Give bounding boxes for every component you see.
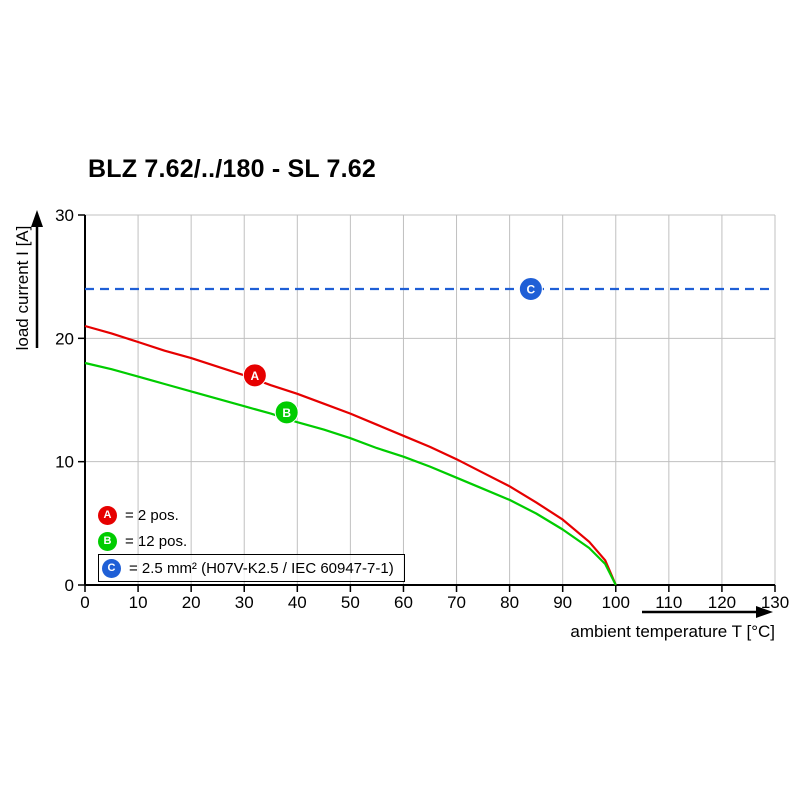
x-tick-label: 50 — [341, 593, 360, 612]
y-tick-label: 10 — [55, 453, 74, 472]
x-tick-label: 20 — [182, 593, 201, 612]
chart-title: BLZ 7.62/../180 - SL 7.62 — [88, 155, 377, 183]
x-tick-label: 120 — [708, 593, 736, 612]
legend-marker-b-icon: B — [98, 531, 117, 551]
legend-label-b: = 12 pos. — [125, 532, 188, 550]
y-tick-label: 20 — [55, 329, 74, 348]
legend-label-a: = 2 pos. — [125, 506, 179, 524]
grid-layer — [85, 214, 776, 585]
curve-marker-A-label: A — [251, 369, 260, 383]
curve-B — [84, 361, 617, 586]
legend-label-c: = 2.5 mm² (H07V-K2.5 / IEC 60947-7-1) — [129, 559, 394, 577]
legend-item-c: C = 2.5 mm² (H07V-K2.5 / IEC 60947-7-1) — [98, 554, 405, 582]
marker-layer: A B C — [242, 277, 543, 425]
series-layer — [84, 287, 775, 586]
x-axis-label: ambient temperature T [°C] — [570, 622, 775, 641]
y-tick-label: 30 — [55, 206, 74, 225]
legend-item-b: B = 12 pos. — [98, 528, 405, 554]
x-tick-label: 110 — [655, 593, 682, 612]
curve-marker-B-icon — [274, 400, 299, 425]
x-axis-arrow — [642, 606, 773, 618]
legend-marker-a-icon: A — [98, 505, 117, 525]
x-tick-label: 0 — [80, 593, 89, 612]
x-tick-label: 130 — [761, 593, 789, 612]
curve-marker-A-icon — [242, 363, 267, 388]
x-tick-label: 70 — [447, 593, 466, 612]
x-tick-label: 60 — [394, 593, 413, 612]
y-axis-arrow — [31, 210, 43, 348]
x-tick-label: 80 — [500, 593, 519, 612]
curve-marker-C-icon — [518, 277, 543, 301]
curve-marker-B-label: B — [282, 406, 291, 420]
x-tick-label: 10 — [129, 593, 148, 612]
legend-marker-c-icon: C — [102, 558, 121, 578]
x-tick-label: 100 — [602, 593, 630, 612]
y-tick-label: 0 — [65, 576, 74, 595]
curve-A — [84, 324, 617, 586]
axes-layer: 0 10 20 30 40 50 60 70 80 90 100 110 120 130 0 10 20 30 — [55, 206, 789, 612]
legend-item-a: A = 2 pos. — [98, 502, 405, 528]
chart-legend: A = 2 pos. B = 12 pos. C = 2.5 mm² (H07V… — [98, 502, 405, 582]
x-tick-label: 30 — [235, 593, 254, 612]
x-tick-label: 40 — [288, 593, 307, 612]
curve-marker-C-label: C — [527, 283, 536, 297]
x-tick-label: 90 — [553, 593, 572, 612]
